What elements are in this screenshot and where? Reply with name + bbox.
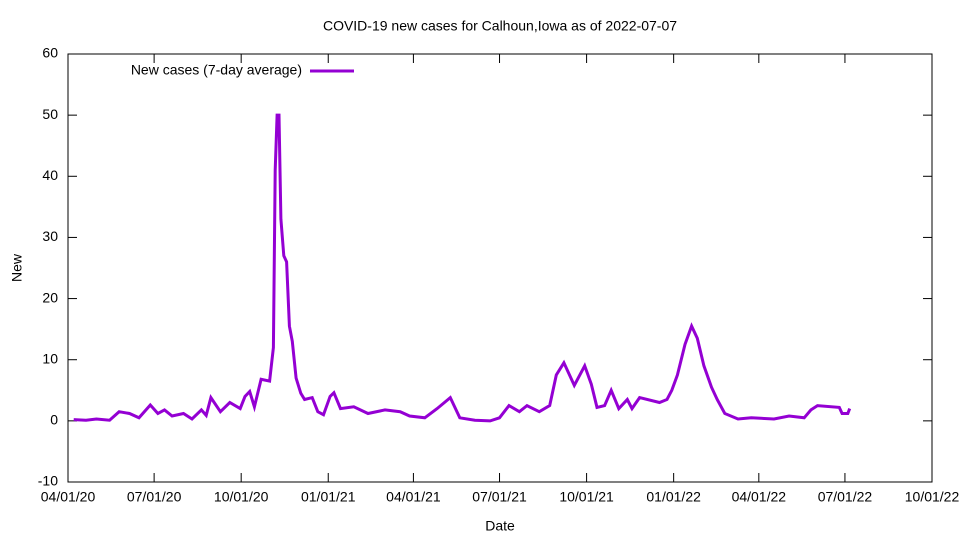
x-tick-label: 07/01/21: [472, 489, 527, 505]
data-line: [73, 113, 852, 423]
x-tick-label: 07/01/20: [127, 489, 182, 505]
x-axis-label: Date: [485, 518, 515, 534]
y-tick-label: 40: [42, 167, 58, 183]
y-tick-label: 60: [42, 45, 58, 61]
x-tick-label: 01/01/21: [301, 489, 356, 505]
x-tick-label: 04/01/22: [732, 489, 787, 505]
x-tick-label: 04/01/20: [41, 489, 96, 505]
x-tick-label: 04/01/21: [386, 489, 441, 505]
y-tick-label: 30: [42, 228, 58, 244]
x-tick-label: 10/01/22: [905, 489, 960, 505]
y-tick-label: 10: [42, 350, 58, 366]
chart-title: COVID-19 new cases for Calhoun,Iowa as o…: [323, 18, 677, 34]
y-axis-label: New: [9, 253, 25, 282]
x-tick-label: 10/01/20: [214, 489, 269, 505]
y-tick-label: -10: [38, 473, 58, 489]
y-tick-label: 20: [42, 289, 58, 305]
y-tick-label: 50: [42, 106, 58, 122]
legend-label: New cases (7-day average): [131, 62, 302, 78]
y-tick-label: 0: [50, 412, 58, 428]
x-tick-label: 07/01/22: [818, 489, 873, 505]
x-tick-label: 10/01/21: [559, 489, 614, 505]
x-tick-label: 01/01/22: [646, 489, 701, 505]
